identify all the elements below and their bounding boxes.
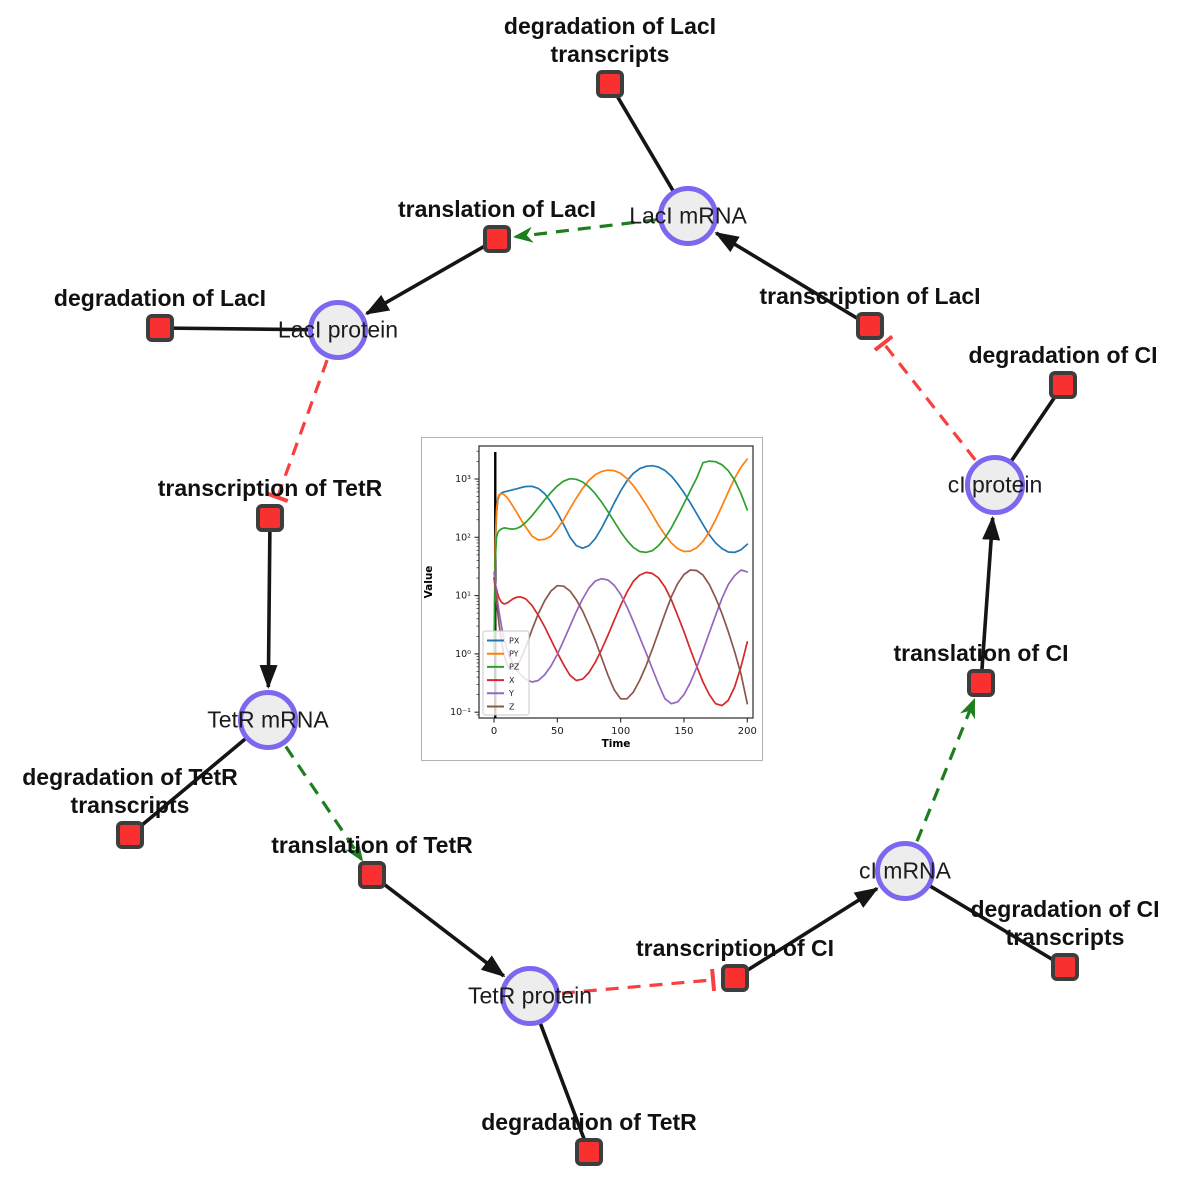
series-line-Y — [493, 569, 749, 705]
species-label-ci-mrna: cI mRNA — [859, 857, 951, 884]
reaction-label-line: translation of CI — [893, 640, 1069, 666]
reaction-label-line: transcripts — [70, 792, 190, 818]
legend-label-PZ: PZ — [509, 663, 520, 672]
reaction-label-deg-ci-transcripts: degradation of CI transcripts — [970, 895, 1159, 951]
x-tick-label: 0 — [491, 726, 497, 737]
reaction-label-line: translation of TetR — [271, 832, 473, 858]
y-tick-label: 10⁰ — [455, 649, 471, 660]
species-node-tetr-protein — [500, 966, 560, 1026]
reaction-label-deg-tetr: degradation of TetR — [481, 1108, 697, 1136]
y-tick-label: 10³ — [455, 474, 471, 485]
reaction-label-line: transcripts — [550, 41, 670, 67]
legend-label-PX: PX — [509, 636, 520, 645]
reaction-label-translation-tetr: translation of TetR — [271, 831, 472, 859]
reaction-label-line: degradation of LacI — [53, 285, 267, 311]
y-axis-title: Value — [423, 566, 435, 599]
reaction-label-translation-ci: translation of CI — [893, 639, 1068, 667]
reaction-node-transcription-tetr — [256, 504, 284, 532]
reaction-node-transcription-laci — [856, 312, 884, 340]
reaction-label-deg-laci: degradation of LacI — [54, 284, 266, 312]
legend-label-PY: PY — [509, 650, 519, 659]
chart-axes-frame — [478, 445, 754, 719]
chart-legend-box — [482, 630, 530, 716]
edge-inhibition-laci-protein-transcription-tetr — [277, 359, 329, 497]
edge-catalysis-tetr-mrna-translation-tetr — [284, 745, 364, 862]
series-line-X — [493, 571, 749, 707]
legend-label-Z: Z — [509, 702, 515, 711]
reaction-label-deg-tetr-transcripts: degradation of TetR transcripts — [22, 763, 238, 819]
species-label-laci-mrna: LacI mRNA — [629, 202, 747, 229]
species-node-ci-mrna — [875, 841, 935, 901]
species-node-tetr-mrna — [238, 690, 298, 750]
x-tick-label: 150 — [674, 726, 693, 737]
edge-production-translation-laci-laci-protein — [364, 237, 498, 316]
reaction-node-translation-tetr — [358, 861, 386, 889]
reaction-label-line: transcription of LacI — [759, 283, 981, 309]
species-node-laci-protein — [308, 300, 368, 360]
reaction-node-deg-ci — [1049, 371, 1077, 399]
y-tick-label: 10¹ — [455, 591, 471, 602]
reaction-label-transcription-laci: transcription of LacI — [759, 282, 980, 310]
reaction-label-line: degradation of TetR — [481, 1109, 697, 1135]
species-node-ci-protein — [965, 455, 1025, 515]
reaction-label-deg-laci-transcripts: degradation of LacI transcripts — [504, 12, 716, 68]
reaction-label-line: degradation of CI — [968, 342, 1158, 368]
series-line-PX — [493, 464, 749, 655]
series-line-PZ — [493, 460, 749, 655]
edge-catalysis-ci-mrna-translation-ci — [915, 697, 976, 842]
reaction-label-translation-laci: translation of LacI — [398, 195, 596, 223]
edge-production-transcription-laci-laci-mrna — [714, 231, 871, 328]
species-label-laci-protein: LacI protein — [277, 316, 399, 343]
x-axis-title: Time — [602, 738, 631, 750]
reaction-label-line: transcripts — [1005, 924, 1125, 950]
legend-label-Y: Y — [508, 689, 514, 698]
reaction-node-deg-laci — [146, 314, 174, 342]
reaction-label-transcription-tetr: transcription of TetR — [158, 474, 382, 502]
inset-timecourse-chart: 10⁻¹ 10⁰ 10¹ 10² 10³ 0 50 100 150 200 PX PY PZ X Y Z Tim… — [421, 437, 763, 761]
x-tick-label: 100 — [611, 726, 630, 737]
reaction-label-line: degradation of TetR — [22, 764, 238, 790]
reaction-label-line: degradation of LacI — [503, 13, 717, 39]
y-tick-label: 10⁻¹ — [450, 707, 471, 718]
reaction-node-deg-laci-transcripts — [596, 70, 624, 98]
reaction-node-deg-tetr-transcripts — [116, 821, 144, 849]
reaction-node-translation-ci — [967, 669, 995, 697]
reaction-label-line: translation of LacI — [397, 196, 597, 222]
reaction-node-translation-laci — [483, 225, 511, 253]
x-tick-label: 200 — [738, 726, 757, 737]
edge-inhibition-tetr-protein-transcription-ci — [561, 980, 713, 995]
x-tick-label: 50 — [551, 726, 564, 737]
edge-production-transcription-tetr-tetr-mrna — [259, 517, 278, 690]
edge-catalysis-laci-mrna-translation-laci — [512, 218, 657, 243]
series-line-PY — [493, 458, 749, 655]
reaction-node-transcription-ci — [721, 964, 749, 992]
edge-consumption-ci-mrna-deg-ci-transcripts — [904, 869, 1066, 969]
legend-label-X: X — [509, 676, 515, 685]
species-label-tetr-protein: TetR protein — [467, 982, 593, 1009]
edge-production-translation-tetr-tetr-protein — [370, 873, 506, 978]
reaction-node-deg-tetr — [575, 1138, 603, 1166]
reaction-label-line: transcription of CI — [635, 935, 835, 961]
series-line-Z — [493, 569, 749, 705]
species-label-tetr-mrna: TetR mRNA — [207, 706, 329, 733]
species-node-laci-mrna — [658, 186, 718, 246]
edge-inhibition-ci-protein-transcription-laci — [884, 343, 977, 461]
reaction-label-transcription-ci: transcription of CI — [636, 934, 834, 962]
chart-svg: 10⁻¹ 10⁰ 10¹ 10² 10³ 0 50 100 150 200 PX PY PZ XYZ Tim… — [423, 445, 757, 750]
species-label-ci-protein: cI protein — [947, 471, 1043, 498]
y-tick-label: 10² — [455, 532, 471, 543]
reaction-node-deg-ci-transcripts — [1051, 953, 1079, 981]
edge-production-translation-ci-ci-protein — [979, 515, 1001, 684]
reaction-label-line: transcription of TetR — [157, 475, 383, 501]
reaction-label-deg-ci: degradation of CI — [968, 341, 1157, 369]
reaction-label-line: degradation of CI — [970, 896, 1160, 922]
edge-production-transcription-ci-ci-mrna — [734, 887, 879, 980]
